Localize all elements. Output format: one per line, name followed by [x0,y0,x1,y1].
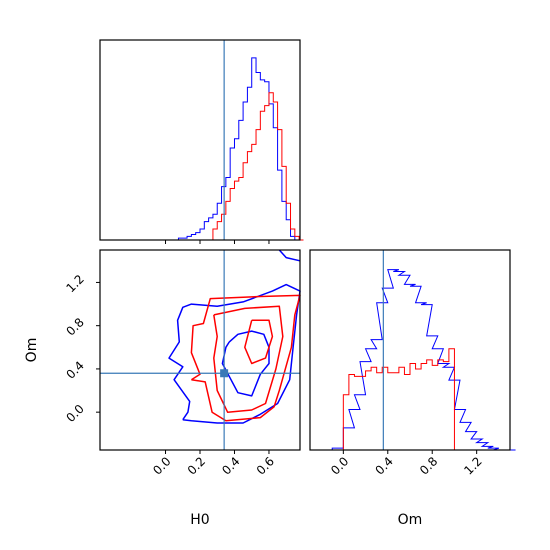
contour-ytick-label: 1.2 [63,272,86,295]
contour-run_a-edge [278,249,301,262]
om-histogram-series [321,269,516,451]
h0-histogram-series [113,57,304,241]
h0-histogram-ticks [165,240,270,244]
h0-om-contour-panel: 0.0 0.2 0.4 0.6 0.0 0.4 0.8 1.2 [63,249,301,478]
contour-ticks: 0.0 0.2 0.4 0.6 0.0 0.4 0.8 1.2 [63,272,277,478]
om-axis-label: Om [398,512,423,528]
contour-xtick-label: 0.0 [150,454,173,477]
om-histogram-panel: 0.0 0.4 0.8 1.2 [309,249,516,478]
om-histogram-xtick-label: 0.4 [372,454,395,477]
contour-ytick-label: 0.8 [63,315,86,338]
h0-histogram-panel [99,39,304,244]
contour-lines [168,249,301,424]
truth-marker [220,369,229,378]
contour-ytick-label: 0.4 [63,358,86,381]
h0-histogram-frame [99,39,301,241]
om-histogram-xtick-label: 1.2 [461,454,484,477]
om-histogram-run_a-step [321,269,516,451]
om-histogram-xtick-label: 0.0 [328,454,351,477]
om-histogram-frame [309,249,511,451]
contour-run_b-outer [190,294,301,422]
contour-xtick-label: 0.6 [254,454,277,477]
contour-run_a-inner [221,330,270,397]
h0-axis-label: H0 [190,512,209,528]
contour-xtick-label: 0.2 [185,454,208,477]
om-histogram-run_b-step [342,348,460,451]
om-y-axis-label: Om [24,338,40,363]
contour-ytick-label: 0.0 [63,402,86,425]
contour-run_b-core [244,319,274,365]
contour-xtick-label: 0.4 [219,454,242,477]
contour-run_a-outer [168,283,301,424]
om-histogram-xtick-label: 0.8 [417,454,440,477]
h0-histogram-run_a-step [113,57,304,241]
contour-frame [99,249,301,451]
om-histogram-ticks: 0.0 0.4 0.8 1.2 [328,450,485,478]
contour-run_b-inner [213,305,284,413]
